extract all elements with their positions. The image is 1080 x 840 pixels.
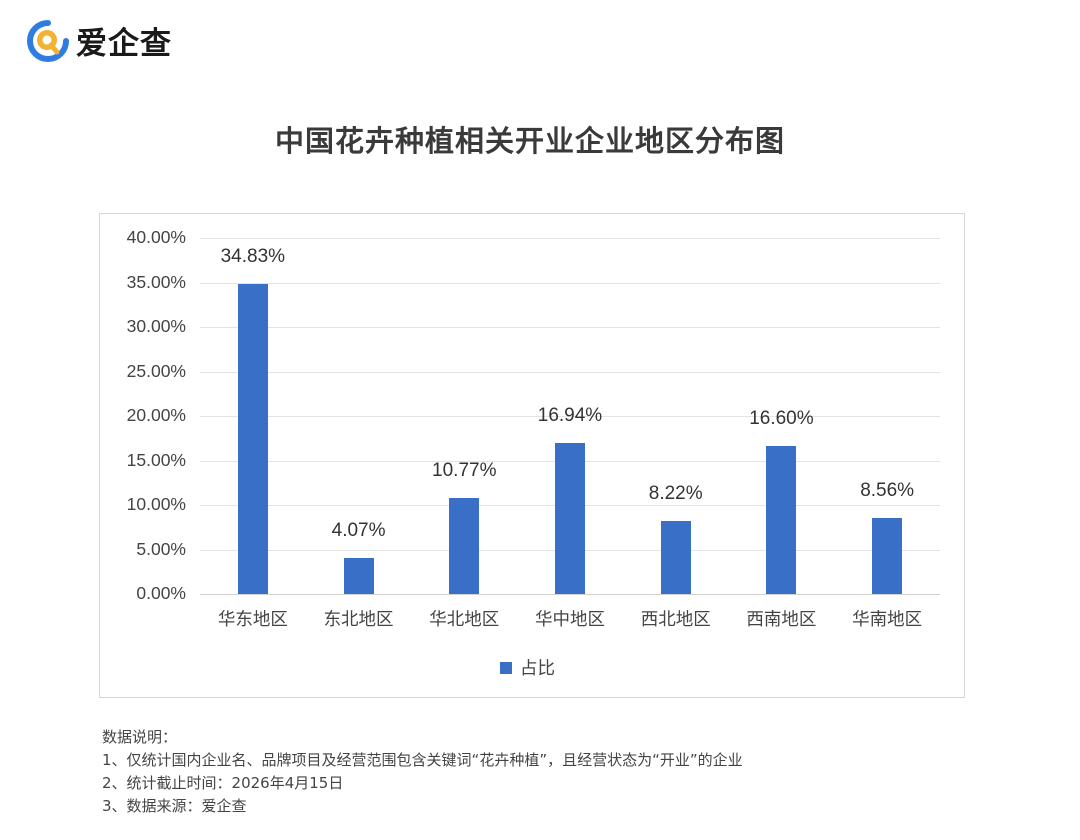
y-tick-label: 30.00% (126, 316, 186, 336)
data-label: 34.83% (220, 246, 286, 267)
y-tick-label: 5.00% (136, 538, 186, 559)
bar (872, 517, 903, 594)
gridline (200, 327, 940, 328)
brand-logo: 爱企查 (26, 18, 172, 63)
y-tick-label: 10.00% (126, 494, 186, 514)
x-tick-label: 华北地区 (429, 610, 500, 630)
legend-label: 占比 (520, 659, 555, 679)
notes-item: 1、仅统计国内企业名、品牌项目及经营范围包含关键词“花卉种植”，且经营状态为“开… (102, 751, 743, 769)
brand-name: 爱企查 (76, 26, 172, 62)
x-tick-label: 西南地区 (746, 610, 817, 630)
x-tick-label: 西北地区 (640, 610, 711, 630)
x-tick-label: 华南地区 (852, 610, 923, 630)
bar (343, 557, 374, 594)
data-label: 10.77% (432, 460, 497, 482)
y-tick-label: 25.00% (126, 360, 186, 381)
data-label: 4.07% (331, 519, 386, 541)
gridline (200, 238, 940, 239)
x-axis-line (200, 594, 940, 595)
notes-item: 3、数据来源：爱企查 (102, 797, 247, 815)
data-notes: 数据说明： 1、仅统计国内企业名、品牌项目及经营范围包含关键词“花卉种植”，且经… (102, 726, 743, 818)
gridline (200, 282, 940, 284)
gridline (200, 371, 940, 373)
aiqicha-logo-icon (26, 19, 70, 63)
notes-heading: 数据说明： (102, 728, 178, 746)
bar (555, 443, 585, 594)
y-tick-label: 20.00% (126, 405, 186, 425)
y-tick-label: 35.00% (126, 271, 186, 292)
chart-legend: 占比 (500, 655, 555, 680)
y-tick-label: 40.00% (126, 227, 186, 247)
bar (766, 446, 797, 594)
data-label: 16.60% (749, 408, 814, 430)
gridline (200, 416, 940, 417)
y-tick-label: 15.00% (126, 449, 186, 470)
bar (237, 284, 268, 594)
x-tick-label: 华东地区 (217, 610, 288, 630)
legend-swatch-icon (500, 661, 512, 674)
y-tick-label: 0.00% (136, 583, 186, 603)
data-label: 8.56% (860, 479, 915, 501)
x-tick-label: 东北地区 (323, 610, 394, 630)
bar (660, 520, 691, 594)
data-label: 16.94% (537, 405, 603, 427)
bar (449, 498, 480, 594)
chart-title: 中国花卉种植相关开业企业地区分布图 (274, 124, 785, 158)
notes-item: 2、统计截止时间：2026年4月15日 (102, 774, 344, 792)
x-tick-label: 华中地区 (535, 610, 605, 630)
data-label: 8.22% (648, 482, 703, 504)
